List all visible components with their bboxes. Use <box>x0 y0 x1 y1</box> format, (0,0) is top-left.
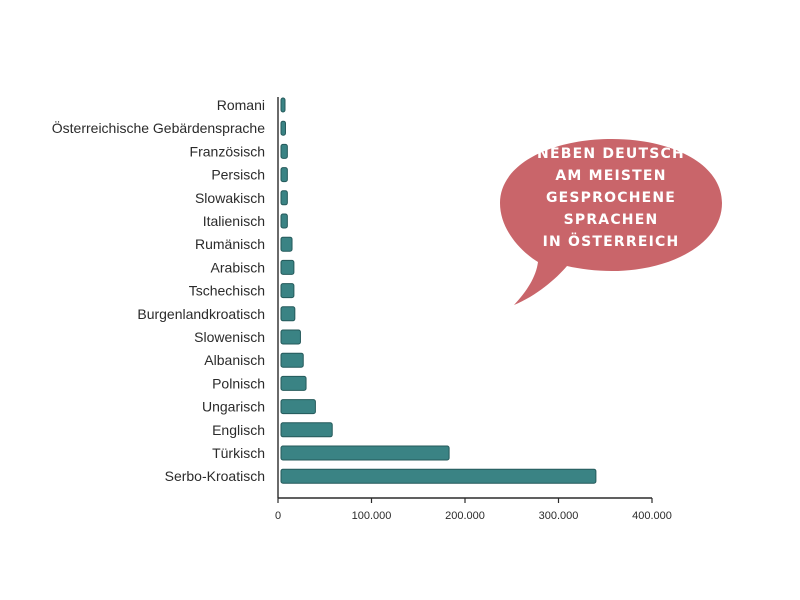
bar-burgenlandkroatisch <box>280 306 296 322</box>
bar-arabisch <box>280 259 295 275</box>
category-label: Arabisch <box>211 259 265 275</box>
callout-line-1: NEBEN DEUTSCH <box>537 146 685 162</box>
bar-serbo-kroatisch <box>280 468 597 484</box>
bar-türkisch <box>280 445 450 461</box>
bar-rumänisch <box>280 236 293 252</box>
category-label: Persisch <box>211 167 265 183</box>
category-label: Tschechisch <box>189 283 265 299</box>
x-tick-label: 200.000 <box>445 510 485 522</box>
x-tick-label: 0 <box>275 510 281 522</box>
bars-layer <box>280 97 597 484</box>
bar-romani <box>280 97 286 113</box>
callout-line-4: SPRACHEN <box>564 212 659 228</box>
bar-österreichische-gebärdensprache <box>280 120 286 136</box>
callout-line-2: AM MEISTEN <box>555 168 666 184</box>
bar-tschechisch <box>280 283 295 299</box>
bar-slowakisch <box>280 190 288 206</box>
category-label: Burgenlandkroatisch <box>137 306 265 322</box>
x-tick-label: 100.000 <box>352 510 392 522</box>
x-tick-label: 300.000 <box>539 510 579 522</box>
callout-line-3: GESPROCHENE <box>546 190 676 206</box>
bar-persisch <box>280 167 288 183</box>
category-label: Österreichische Gebärdensprache <box>52 119 265 136</box>
speech-bubble-shape <box>500 139 722 305</box>
category-labels: Romani Österreichische Gebärdensprache Fra… <box>52 97 265 484</box>
bar-albanisch <box>280 352 304 368</box>
category-label: Slowakisch <box>195 190 265 206</box>
category-label: Französisch <box>190 143 265 159</box>
bar-ungarisch <box>280 399 316 415</box>
callout-line-5: IN ÖSTERREICH <box>543 232 680 250</box>
category-label: Türkisch <box>212 445 265 461</box>
bar-slowenisch <box>280 329 301 345</box>
category-label: Ungarisch <box>202 399 265 415</box>
bar-englisch <box>280 422 333 438</box>
bar-italienisch <box>280 213 288 229</box>
category-label: Rumänisch <box>195 236 265 252</box>
bar-französisch <box>280 143 288 159</box>
category-label: Englisch <box>212 422 265 438</box>
category-label: Serbo-Kroatisch <box>165 468 265 484</box>
category-label: Slowenisch <box>194 329 265 345</box>
speech-bubble-callout: NEBEN DEUTSCH AM MEISTEN GESPROCHENE SPR… <box>500 139 722 305</box>
x-axis-ticks: 0 100.000 200.000 300.000 400.000 <box>275 498 672 522</box>
category-label: Italienisch <box>203 213 265 229</box>
category-label: Albanisch <box>204 352 265 368</box>
category-label: Polnisch <box>212 375 265 391</box>
bar-polnisch <box>280 375 307 391</box>
category-label: Romani <box>217 97 265 113</box>
x-tick-label: 400.000 <box>632 510 672 522</box>
